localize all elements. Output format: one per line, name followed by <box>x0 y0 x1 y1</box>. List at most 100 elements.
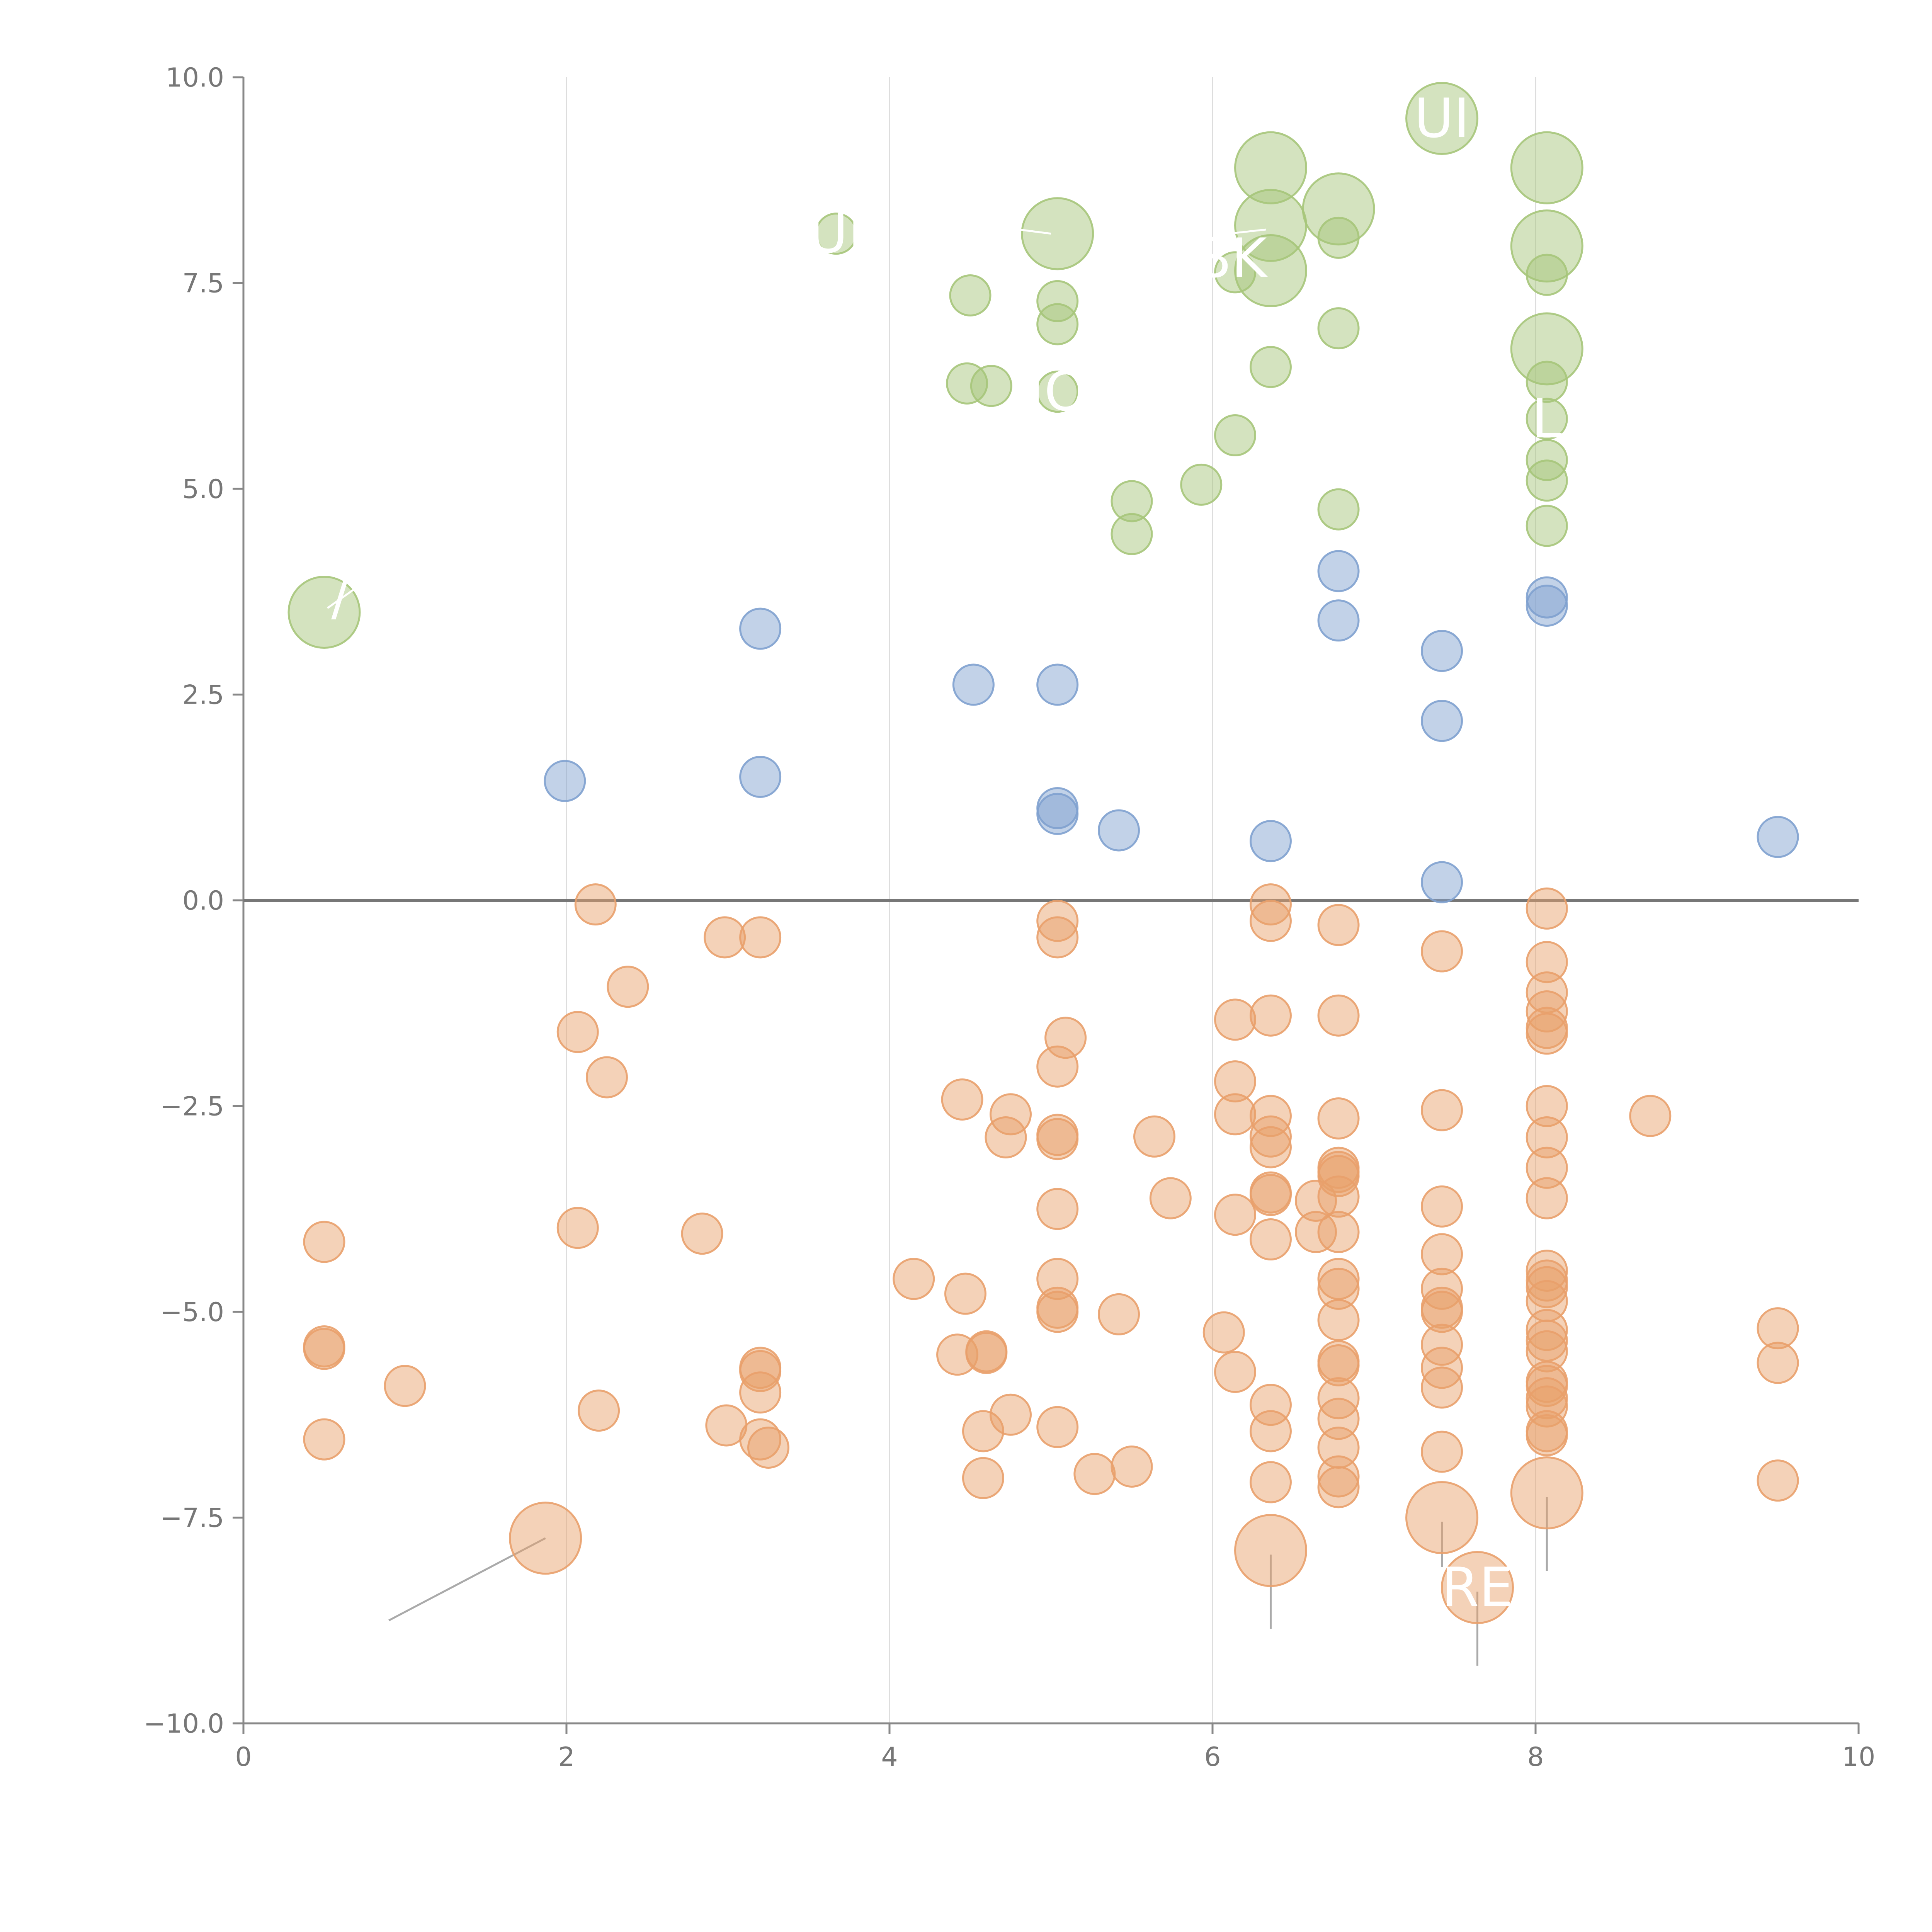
data-point <box>1526 1177 1568 1219</box>
data-point <box>1421 1185 1463 1228</box>
data-point <box>1036 1291 1079 1333</box>
data-point <box>1249 1384 1292 1426</box>
data-point <box>1526 1309 1568 1351</box>
data-point <box>1044 1017 1087 1059</box>
data-point <box>1526 1414 1568 1456</box>
annotation-leader <box>327 587 357 609</box>
data-point <box>1249 1174 1292 1216</box>
data-point <box>1421 700 1463 742</box>
data-point <box>586 1056 628 1099</box>
data-point <box>1036 793 1079 835</box>
data-point <box>985 1116 1027 1158</box>
data-point <box>946 362 988 405</box>
data-point <box>1421 861 1463 903</box>
data-point <box>1421 1089 1463 1131</box>
data-point <box>1421 1233 1463 1276</box>
data-point <box>1421 1291 1463 1333</box>
data-point <box>941 1078 983 1121</box>
points-layer <box>287 82 1799 1666</box>
data-point <box>1317 1211 1360 1253</box>
x-tick-label: 2 <box>558 1742 575 1772</box>
data-point <box>952 663 995 706</box>
annotation-label: IO <box>1028 361 1087 423</box>
data-point <box>1317 1344 1360 1386</box>
data-point <box>1421 930 1463 973</box>
data-point <box>681 1213 723 1255</box>
data-point <box>949 274 992 316</box>
data-point <box>1214 1194 1257 1236</box>
data-point <box>1526 253 1568 296</box>
data-point <box>574 883 617 926</box>
data-point <box>303 1418 345 1461</box>
data-point <box>1526 505 1568 547</box>
data-point <box>1036 1406 1079 1448</box>
data-point <box>1234 234 1307 308</box>
data-point <box>704 916 746 959</box>
data-point <box>1526 990 1568 1033</box>
data-point <box>1111 480 1153 522</box>
data-point <box>747 1426 789 1469</box>
data-point <box>1036 280 1079 322</box>
data-point <box>1757 1459 1799 1502</box>
data-point <box>556 1207 599 1249</box>
data-point <box>1098 1293 1140 1335</box>
annotation-label: L <box>1532 388 1562 451</box>
annotation-label: UI <box>808 202 864 265</box>
data-point <box>739 1418 782 1461</box>
data-point <box>1757 1307 1799 1350</box>
data-point <box>739 916 782 959</box>
annotation-leader <box>1228 228 1266 235</box>
data-point <box>1133 1115 1176 1158</box>
data-point <box>1526 1385 1568 1428</box>
data-point <box>1526 941 1568 983</box>
data-point <box>1234 131 1307 204</box>
data-point <box>1405 1481 1479 1554</box>
data-point <box>607 966 649 1008</box>
annotation-label: 8K <box>1197 227 1268 290</box>
data-point <box>1421 1430 1463 1473</box>
data-point <box>1214 998 1257 1041</box>
data-point <box>1757 1342 1799 1384</box>
data-point <box>1214 414 1257 457</box>
y-tick-label: −7.5 <box>160 1503 224 1534</box>
labels-layer: UI UI 8K IO L / RE <box>327 87 1562 1619</box>
data-point <box>1526 1116 1568 1158</box>
data-point <box>893 1258 935 1300</box>
data-point <box>1510 1456 1583 1530</box>
data-point <box>544 760 586 802</box>
data-point <box>509 1502 582 1575</box>
data-point <box>384 1365 426 1407</box>
data-point <box>1526 1266 1568 1308</box>
data-point <box>1214 1060 1257 1103</box>
data-point <box>1098 809 1140 852</box>
x-tick-label: 8 <box>1527 1742 1544 1772</box>
x-tick-label: 6 <box>1204 1742 1221 1772</box>
data-point <box>1526 1250 1568 1292</box>
data-point <box>1317 1097 1360 1139</box>
y-tick-label: −10.0 <box>144 1709 224 1739</box>
data-point <box>1249 820 1292 862</box>
data-point <box>1526 584 1568 627</box>
data-point <box>1249 1115 1292 1158</box>
leader-line <box>388 1537 546 1621</box>
axes-layer: 0 2 4 6 8 10 10.0 7.5 5.0 2.5 0.0 −2.5 −5.0 −7.5 −10.0 <box>144 63 1876 1772</box>
data-point <box>944 1272 986 1315</box>
y-tick-label: 0.0 <box>182 886 224 916</box>
annotation-label: / <box>331 565 350 628</box>
data-point <box>556 1011 599 1053</box>
data-point <box>1234 1514 1307 1587</box>
y-tick-label: 2.5 <box>182 680 224 711</box>
data-point <box>1214 1093 1257 1136</box>
data-point <box>1441 1551 1514 1624</box>
data-point <box>1526 1085 1568 1127</box>
data-point <box>1421 630 1463 672</box>
x-tick-label: 4 <box>881 1742 898 1772</box>
data-point <box>1249 1126 1292 1168</box>
data-point <box>1317 599 1360 642</box>
data-point <box>962 1410 1004 1452</box>
data-point <box>1202 1311 1245 1354</box>
y-tick-label: −2.5 <box>160 1092 224 1122</box>
data-point <box>1317 1299 1360 1341</box>
data-point <box>1317 904 1360 946</box>
